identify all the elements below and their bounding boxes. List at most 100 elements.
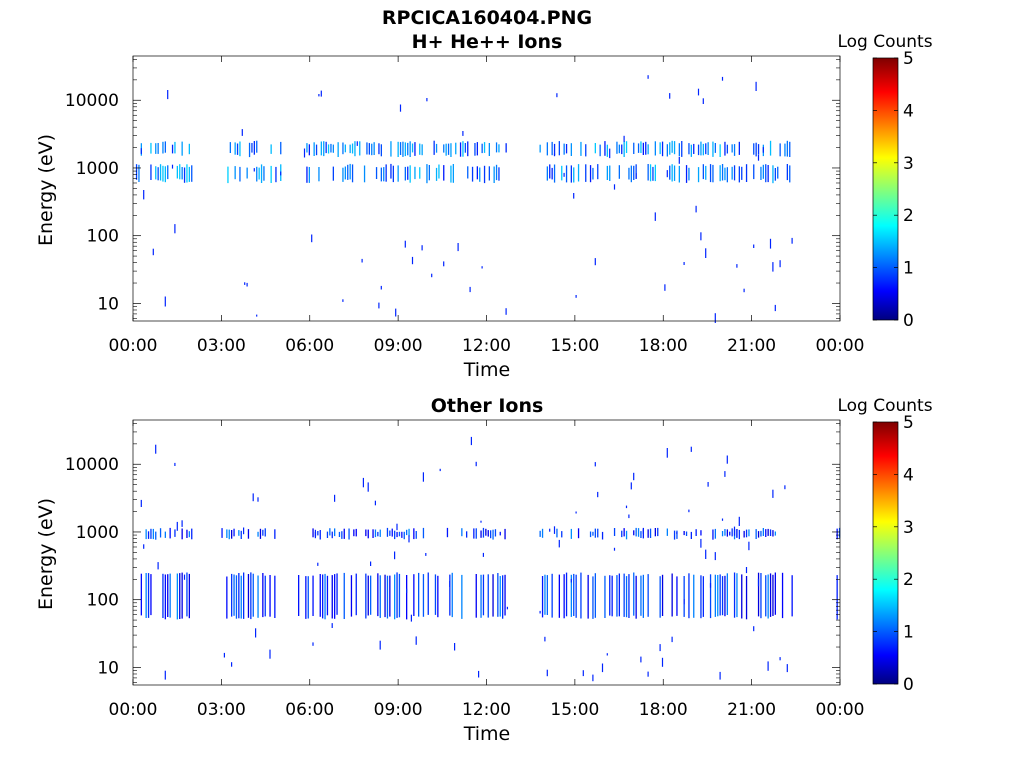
count-bin [404, 166, 406, 181]
count-bin [714, 313, 716, 323]
count-bin [269, 575, 271, 617]
count-bin [307, 576, 309, 619]
count-bin [563, 574, 565, 619]
count-bin [673, 165, 676, 181]
x-axis-label: Time [463, 723, 511, 745]
count-bin [700, 575, 702, 619]
count-bin [760, 530, 762, 537]
count-bin [616, 141, 618, 154]
count-bin [724, 167, 726, 181]
count-bin [449, 574, 451, 616]
count-bin [362, 477, 364, 488]
count-bin [145, 529, 147, 540]
count-bin [719, 165, 721, 182]
count-bin [256, 166, 258, 182]
count-bin [712, 164, 714, 183]
count-bin [546, 669, 548, 677]
count-bin [164, 670, 166, 680]
count-bin [476, 142, 478, 156]
count-bin [167, 574, 169, 617]
count-bin [396, 572, 398, 618]
axis-ticks: 00:00 03:00 06:00 09:00 12:00 15:00 18:00 21:00… [65, 56, 865, 356]
count-bin [487, 574, 489, 618]
count-bin [239, 166, 241, 182]
count-bin [247, 529, 250, 539]
count-bin [367, 482, 369, 492]
count-bin [570, 165, 572, 183]
count-bin [647, 671, 649, 677]
count-bin [325, 141, 327, 154]
count-bin [640, 575, 642, 616]
count-bin [311, 234, 313, 243]
count-bin [625, 576, 628, 618]
count-bin [147, 531, 150, 539]
count-bin [256, 140, 258, 153]
count-bin [244, 282, 246, 285]
count-bin [482, 552, 484, 557]
count-bin [791, 575, 793, 617]
count-bin [171, 164, 174, 169]
count-bin [719, 574, 721, 616]
count-bin [765, 529, 767, 537]
count-bin [243, 527, 245, 535]
count-bin [492, 574, 494, 617]
y-tick-label: 10 [97, 294, 119, 314]
count-bin [143, 190, 145, 200]
count-bin [407, 142, 409, 156]
count-bin [497, 573, 499, 617]
count-bin [234, 142, 236, 155]
count-bin [409, 141, 411, 157]
x-tick-label: 15:00 [550, 700, 599, 720]
y-tick-label: 10000 [65, 91, 119, 111]
count-bin [240, 575, 242, 619]
count-bin [308, 167, 310, 183]
count-bin [731, 144, 733, 153]
count-bin [135, 164, 138, 180]
count-bin [176, 165, 178, 179]
count-bin [640, 656, 642, 663]
count-bin [695, 529, 697, 536]
count-bin [707, 142, 709, 155]
panel-title: Other Ions [431, 395, 544, 417]
count-bin [414, 166, 416, 180]
count-bin [721, 518, 724, 521]
count-bin [427, 572, 429, 615]
count-bin [415, 636, 417, 645]
count-bin [326, 531, 329, 538]
count-bin [504, 528, 506, 540]
count-bin [772, 574, 774, 616]
y-tick-label: 1000 [76, 159, 119, 179]
count-bin [731, 166, 733, 180]
count-bin [274, 575, 276, 618]
count-bin [762, 528, 764, 536]
count-bin [604, 141, 606, 156]
count-bin [397, 141, 399, 157]
count-bin [490, 530, 492, 539]
count-bin [738, 166, 740, 183]
count-bin [406, 529, 408, 536]
count-bin [573, 193, 575, 199]
count-bin [181, 141, 183, 156]
count-bin [482, 574, 485, 616]
count-bin [391, 528, 393, 537]
count-bin [351, 164, 354, 183]
count-bin [326, 575, 329, 616]
count-bin [363, 165, 366, 183]
count-bin [353, 529, 355, 537]
count-bin [334, 528, 336, 537]
count-bin [700, 141, 702, 156]
count-bin [186, 529, 188, 538]
count-bin [546, 166, 548, 181]
count-bin [455, 142, 457, 155]
count-bin [743, 530, 745, 538]
count-bin [330, 143, 332, 153]
count-bin [157, 167, 159, 181]
count-bin [695, 205, 697, 213]
count-bin [553, 164, 556, 183]
count-bin [556, 528, 558, 538]
count-bin [415, 531, 417, 539]
count-bin [678, 156, 680, 164]
count-bin [582, 670, 584, 677]
count-bin [661, 574, 664, 616]
count-bin [394, 551, 396, 560]
